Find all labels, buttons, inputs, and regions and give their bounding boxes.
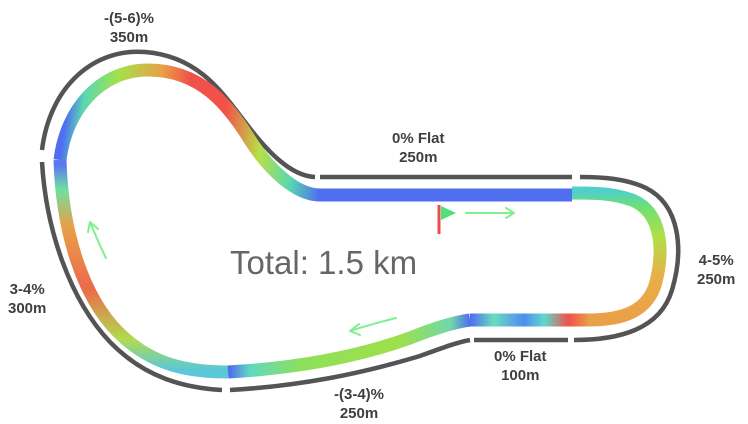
segment-label-bottom-flat: 0% Flat 100m	[494, 347, 547, 385]
segment-grade: -(5-6)%	[104, 10, 155, 27]
track-outline	[39, 49, 681, 393]
segment-label-right-climb: 4-5% 250m	[697, 251, 735, 289]
segment-length: 250m	[697, 271, 736, 288]
track-surface	[53, 63, 667, 379]
segment-grade: -(3-4)%	[334, 386, 385, 403]
segment-grade: 0% Flat	[494, 348, 547, 365]
direction-arrows	[87, 207, 515, 336]
outline-bottom-descent	[229, 337, 471, 393]
segment-label-top-flat: 0% Flat 250m	[392, 129, 445, 167]
arrow-right-icon	[465, 207, 515, 219]
segment-label-top-descent: -(5-6)% 350m	[104, 9, 154, 47]
segment-length: 300m	[8, 300, 47, 317]
segment-label-left-climb: 3-4% 300m	[8, 280, 46, 318]
segment-grade: 3-4%	[9, 281, 45, 298]
segment-grade: 4-5%	[698, 252, 734, 269]
segment-label-bottom-descent: -(3-4)% 250m	[334, 385, 384, 423]
segment-length: 250m	[399, 149, 438, 166]
start-flag-icon	[437, 205, 456, 234]
outline-right	[573, 174, 681, 343]
track-bottom-descent	[227, 313, 471, 379]
track-left-climb	[53, 159, 229, 379]
segment-grade: 0% Flat	[392, 130, 445, 147]
total-distance: Total: 1.5 km	[230, 244, 418, 281]
segment-length: 250m	[339, 405, 379, 422]
track-top-descent	[53, 63, 321, 202]
segment-length: 350m	[109, 29, 149, 46]
arrow-left-icon	[349, 317, 397, 336]
arrow-up-icon	[87, 221, 107, 259]
track-right-climb	[571, 186, 667, 327]
outline-left	[39, 161, 223, 393]
outline-top-descent	[39, 49, 316, 180]
segment-length: 100m	[501, 367, 540, 384]
